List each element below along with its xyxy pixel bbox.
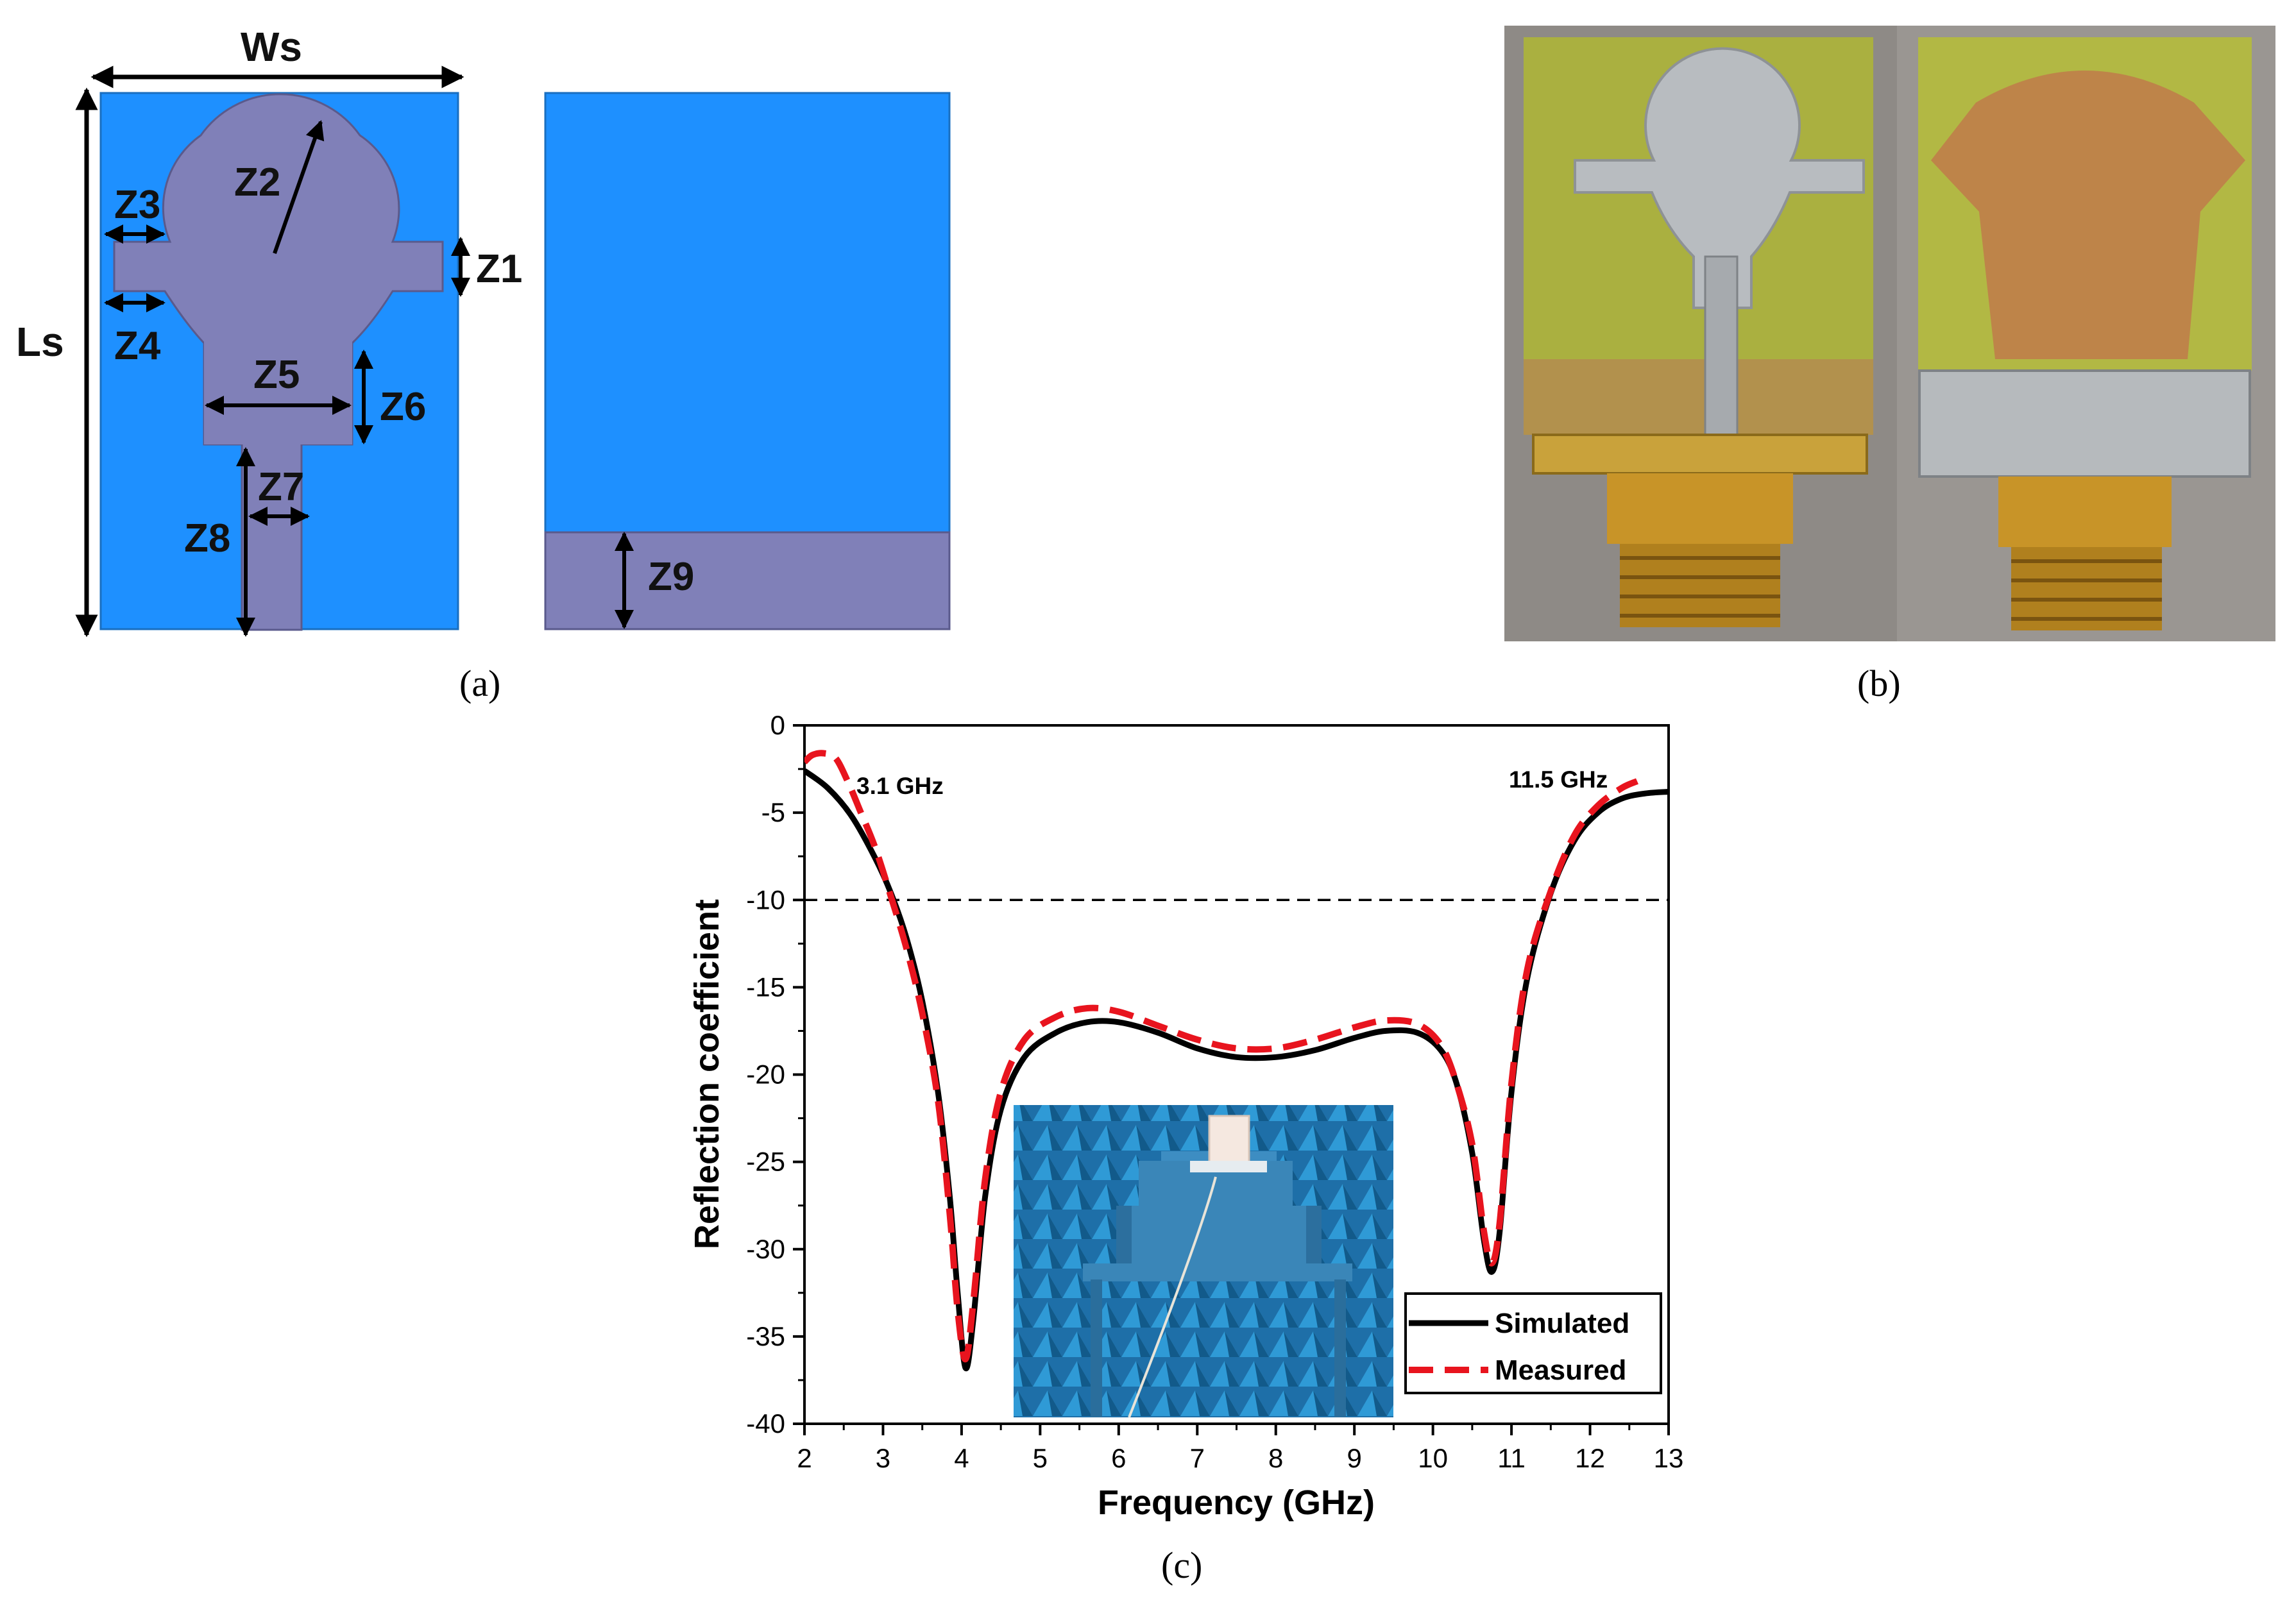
caption-b: (b)	[1857, 663, 1901, 704]
z2-radius-arrow	[273, 120, 325, 254]
z5-label: Z5	[253, 353, 300, 397]
x-tick-label: 6	[1111, 1443, 1126, 1473]
panel-c-chart: 0 -5 -10 -15 -20 -25 -30 -35 -40 2 3 4 5 6 7 8 9 10 11 12 1…	[688, 710, 1683, 1586]
y-tick-label: -30	[746, 1234, 785, 1264]
z4-label: Z4	[114, 324, 161, 368]
y-tick-label: -5	[761, 797, 785, 827]
patch-neck	[204, 333, 352, 444]
y-tick-label: -35	[746, 1321, 785, 1351]
z3-label: Z3	[114, 183, 160, 227]
x-axis-title: Frequency (GHz)	[1098, 1483, 1375, 1522]
antenna-back-photo	[1897, 26, 2275, 641]
z8-label: Z8	[184, 516, 230, 561]
z6-label: Z6	[380, 385, 426, 429]
panel-a: Ws Ls Z2 Z3 Z4 Z1 Z5 Z6 Z7 Z8 Z9 (a)	[16, 24, 951, 704]
chart-legend: Simulated Measured	[1404, 1292, 1662, 1394]
z9-label: Z9	[648, 555, 694, 599]
x-tick-label: 2	[797, 1443, 812, 1473]
x-tick-label: 11	[1497, 1443, 1526, 1473]
x-gridline-ticks: 2 3 4 5 6 7 8 9 10 11 12 13	[797, 1424, 1683, 1473]
y-tick-label: -40	[746, 1408, 785, 1439]
measured-series-line	[804, 750, 1639, 1363]
y-tick-label: -20	[746, 1059, 785, 1090]
x-tick-label: 4	[954, 1443, 969, 1473]
x-tick-label: 13	[1654, 1443, 1684, 1473]
y-gridline-ticks: 0 -5 -10 -15 -20 -25 -30 -35 -40	[746, 710, 804, 1439]
ground-plane	[544, 531, 951, 630]
inset-chamber-photo	[1014, 1105, 1393, 1418]
antenna-front-layout	[99, 92, 459, 631]
annotation-3-1-ghz: 3.1 GHz	[856, 773, 944, 799]
antenna-back-layout	[544, 92, 951, 630]
z7-label: Z7	[258, 465, 304, 509]
y-tick-label: -15	[746, 972, 785, 1002]
ls-label: Ls	[16, 319, 64, 365]
x-tick-label: 9	[1347, 1443, 1362, 1473]
annotation-11-5-ghz: 11.5 GHz	[1509, 766, 1608, 793]
z1-label: Z1	[476, 247, 522, 291]
x-tick-label: 3	[876, 1443, 890, 1473]
circular-patch	[178, 103, 382, 308]
x-tick-label: 7	[1190, 1443, 1205, 1473]
x-tick-label: 12	[1575, 1443, 1605, 1473]
z2-label: Z2	[234, 160, 280, 205]
panel-b: (b)	[1504, 26, 2275, 704]
x-tick-label: 10	[1418, 1443, 1448, 1473]
caption-a: (a)	[459, 663, 500, 704]
caption-c: (c)	[1161, 1544, 1202, 1586]
y-tick-label: 0	[770, 710, 785, 740]
x-tick-label: 8	[1268, 1443, 1283, 1473]
y-tick-label: -10	[746, 884, 785, 915]
y-axis-title: Reflection coefficient	[688, 899, 726, 1249]
antenna-front-photo	[1504, 26, 1897, 641]
legend-measured-label: Measured	[1495, 1355, 1626, 1386]
ws-label: Ws	[241, 24, 302, 70]
x-tick-label: 5	[1033, 1443, 1048, 1473]
legend-simulated-label: Simulated	[1495, 1308, 1629, 1339]
y-tick-label: -25	[746, 1147, 785, 1177]
